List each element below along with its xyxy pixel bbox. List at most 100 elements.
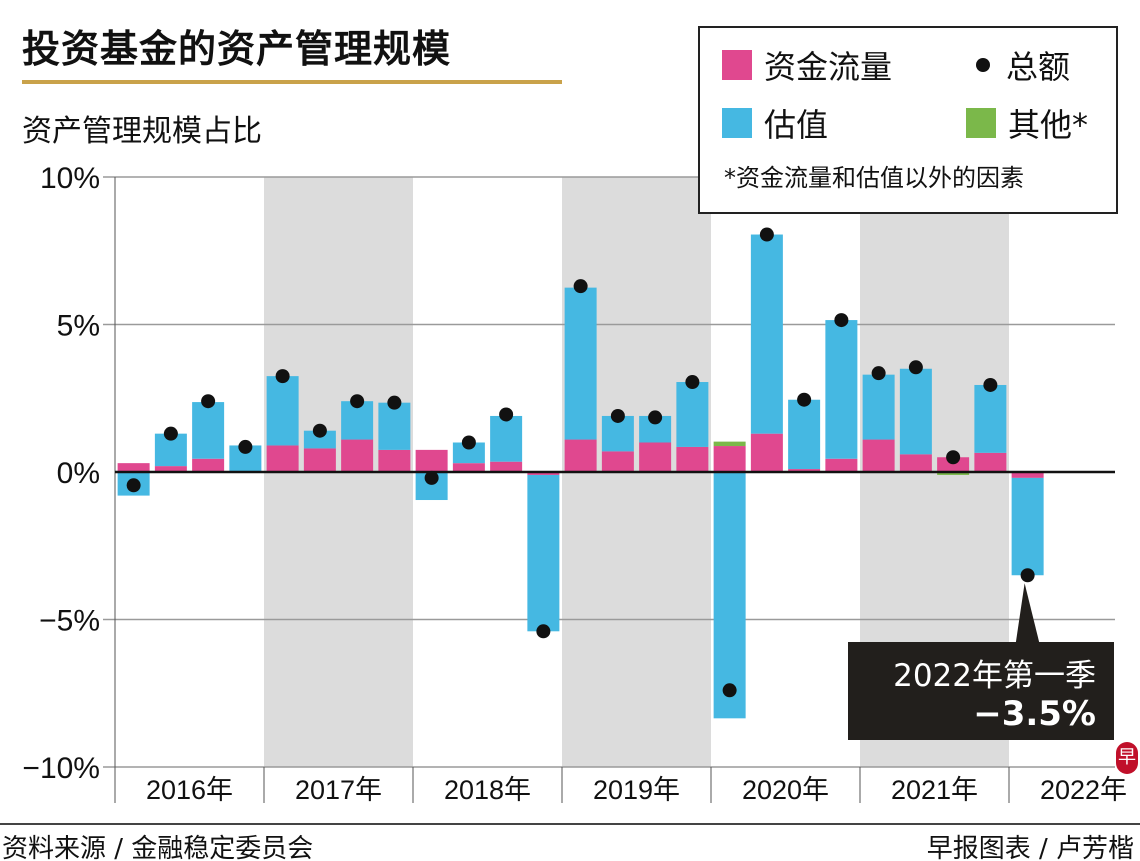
bar-估值 [490,415,523,462]
legend-dot-total [976,58,990,72]
total-dot [126,478,141,493]
annotation-pointer [1015,583,1040,644]
zaobao-logo: 早 [1116,742,1138,774]
total-dot [238,439,253,454]
legend-item-valuation: 估值 [722,100,828,146]
bar-估值 [1011,477,1044,576]
y-tick-label: 0% [57,457,100,490]
bar-资金流量 [266,445,299,472]
bar-资金流量 [154,466,187,472]
total-dot [424,470,439,485]
y-tick-label: −10% [22,752,100,785]
bar-资金流量 [974,452,1007,472]
total-dot [946,450,961,465]
bar-资金流量 [937,457,970,472]
bar-估值 [713,472,746,719]
x-tick-label: 2022年 [1040,775,1127,805]
bar-估值 [452,442,485,464]
y-tick-label: −5% [39,605,100,638]
bar-资金流量 [825,458,858,472]
bar-估值 [862,374,895,440]
total-dot [908,360,923,375]
total-dot [163,426,178,441]
chart-title: 投资基金的资产管理规模 [22,27,452,71]
bar-资金流量 [490,461,523,472]
legend-label: 总额 [1006,48,1071,86]
total-dot [350,394,365,409]
legend-note: *资金流量和估值以外的因素 [724,164,1024,192]
total-dot [610,408,625,423]
bar-资金流量 [601,451,634,472]
y-tick-label: 5% [57,310,100,343]
bar-其他* [937,472,970,475]
bar-估值 [899,368,932,455]
bar-资金流量 [713,446,746,472]
x-tick-label: 2018年 [444,775,531,805]
legend-swatch-other [966,108,996,138]
bar-估值 [564,287,597,440]
total-dot [499,407,514,422]
y-axis-label: 资产管理规模占比 [22,114,262,149]
bar-其他* [713,441,746,447]
bar-资金流量 [899,454,932,472]
bar-估值 [378,402,411,450]
total-dot [797,392,812,407]
bar-资金流量 [1011,472,1044,478]
bar-资金流量 [303,448,336,472]
legend-swatch-valuation [722,108,752,138]
x-tick-label: 2016年 [146,775,233,805]
bar-估值 [266,376,299,446]
total-dot [536,624,551,639]
bar-资金流量 [788,469,821,472]
total-dot [573,279,588,294]
total-dot [983,377,998,392]
legend-swatch-flow [722,50,752,80]
total-dot [834,313,849,328]
y-tick-label: 10% [40,162,100,195]
total-dot [1020,568,1035,583]
legend-label: 其他* [1008,106,1089,144]
bar-资金流量 [378,449,411,472]
bar-资金流量 [415,449,448,472]
legend: 资金流量 总额 估值 其他* *资金流量和估值以外的因素 [698,26,1118,214]
bar-资金流量 [341,439,374,472]
total-dot [759,227,774,242]
bar-估值 [825,320,858,459]
total-dot [387,395,402,410]
legend-item-total: 总额 [976,42,1070,88]
annotation-box: 2022年第一季 −3.5% [848,642,1114,740]
bar-资金流量 [750,433,783,472]
bar-资金流量 [527,472,560,475]
total-dot [275,369,290,384]
bar-资金流量 [452,463,485,472]
source-text: 资料来源 / 金融稳定委员会 [2,834,314,861]
bar-资金流量 [862,439,895,472]
bar-估值 [303,430,336,449]
total-dot [461,435,476,450]
total-dot [201,394,216,409]
total-dot [685,375,700,390]
bar-资金流量 [192,458,225,472]
legend-item-flow: 资金流量 [722,42,892,88]
total-dot [871,366,886,381]
bar-估值 [527,474,560,632]
total-dot [648,410,663,425]
bar-估值 [676,382,709,447]
legend-item-other: 其他* [966,100,1088,146]
bar-估值 [788,399,821,470]
legend-label: 估值 [764,106,829,144]
bar-资金流量 [117,463,150,472]
x-tick-label: 2020年 [742,775,829,805]
bar-估值 [192,402,225,459]
annotation-period: 2022年第一季 [893,658,1096,694]
bar-估值 [750,234,783,434]
title-rule [22,80,562,84]
x-tick-label: 2021年 [891,775,978,805]
total-dot [722,683,737,698]
credit-text: 早报图表 / 卢芳楷 [926,834,1134,861]
bar-资金流量 [676,446,709,472]
x-tick-label: 2017年 [295,775,382,805]
x-tick-label: 2019年 [593,775,680,805]
